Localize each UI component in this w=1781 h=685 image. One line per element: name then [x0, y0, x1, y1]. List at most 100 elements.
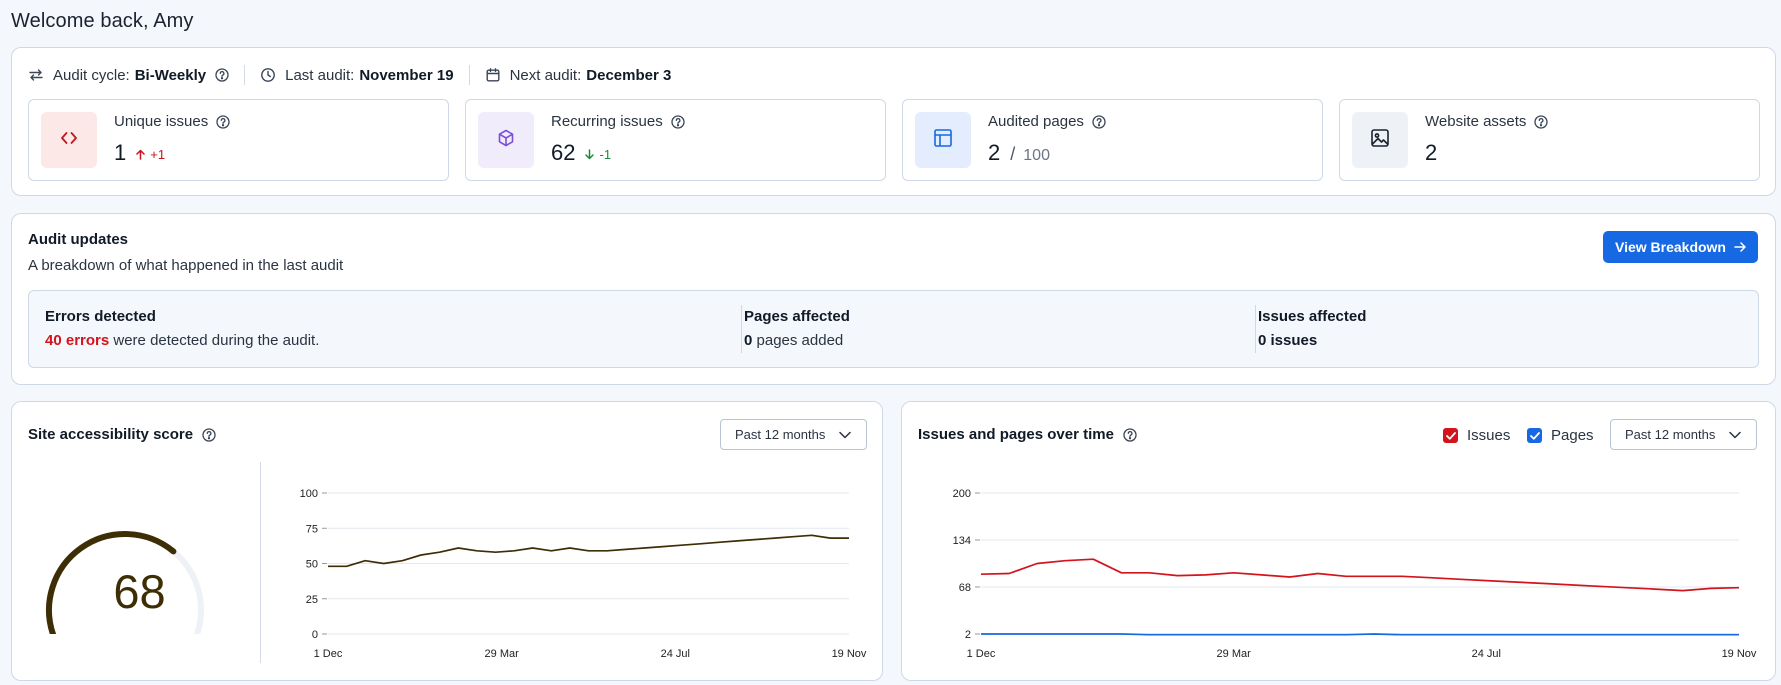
arrow-down-icon	[585, 149, 595, 160]
issues-line-chart: 2 68 134 200 1 Dec 29 Mar 24 Jul 19 Nov	[953, 488, 1757, 660]
stat-title: Website assets	[1425, 113, 1527, 130]
score-period-select[interactable]: Past 12 months	[720, 419, 867, 450]
y-tick-label: 200	[953, 488, 971, 500]
x-tick-label: 24 Jul	[1472, 648, 1501, 660]
y-tick-label: 2	[965, 629, 971, 641]
x-tick-label: 19 Nov	[832, 648, 867, 660]
help-icon[interactable]	[202, 427, 216, 442]
help-icon[interactable]	[1092, 114, 1106, 129]
help-icon[interactable]	[671, 114, 685, 129]
y-tick-label: 100	[300, 488, 318, 500]
pages-checkbox-label: Pages	[1551, 427, 1594, 444]
layout-icon	[932, 127, 954, 154]
help-icon[interactable]	[1123, 427, 1137, 442]
issues-period-select[interactable]: Past 12 months	[1610, 419, 1757, 450]
series-line-pages	[981, 633, 1739, 636]
y-tick-label: 0	[312, 629, 318, 641]
audit-updates-subtitle: A breakdown of what happened in the last…	[28, 257, 344, 274]
divider	[741, 305, 742, 353]
next-audit-value: December 3	[586, 66, 672, 84]
code-icon	[59, 128, 79, 153]
issues-affected-title: Issues affected	[1258, 308, 1367, 325]
last-audit-value: November 19	[359, 66, 454, 84]
divider	[244, 65, 246, 85]
calendar-icon	[485, 67, 501, 83]
pages-count: 0	[744, 332, 753, 349]
issues-pages-card: Issues and pages over time Issues Pages …	[901, 401, 1776, 681]
image-icon	[1369, 127, 1391, 154]
pages-text: pages added	[752, 332, 844, 349]
y-tick-label: 68	[959, 582, 971, 594]
audit-meta-bar: Audit cycle: Bi-Weekly Last audit: Novem…	[28, 65, 671, 85]
stat-card-audited-pages[interactable]: Audited pages 2 / 100	[902, 99, 1323, 181]
stat-delta-value: +1	[150, 147, 166, 162]
last-audit-label: Last audit:	[285, 66, 355, 84]
x-tick-label: 1 Dec	[967, 648, 996, 660]
cube-icon	[496, 128, 516, 153]
stat-icon-box	[41, 112, 97, 168]
welcome-heading: Welcome back, Amy	[11, 10, 194, 32]
audit-updates-card: Audit updates A breakdown of what happen…	[11, 213, 1776, 385]
errors-count: 40 errors	[45, 332, 110, 349]
check-icon	[1527, 428, 1542, 443]
score-period-value: Past 12 months	[735, 427, 826, 442]
stat-delta: -1	[585, 147, 611, 162]
x-tick-label: 29 Mar	[1217, 648, 1252, 660]
help-icon[interactable]	[1534, 114, 1549, 129]
pages-checkbox[interactable]: Pages	[1527, 427, 1594, 444]
stat-icon-box	[1352, 112, 1408, 168]
y-tick-label: 50	[306, 559, 318, 571]
clock-icon	[260, 67, 276, 83]
arrow-up-icon	[136, 149, 145, 160]
issues-period-value: Past 12 months	[1625, 427, 1716, 442]
divider	[1255, 305, 1256, 353]
stat-title: Audited pages	[988, 113, 1084, 130]
y-tick-label: 134	[953, 535, 971, 547]
arrow-right-icon	[1734, 242, 1746, 252]
stat-delta: +1	[136, 147, 165, 162]
stat-value: 1	[114, 140, 127, 165]
audit-updates-title: Audit updates	[28, 231, 128, 248]
errors-detected-title: Errors detected	[45, 308, 156, 325]
score-gauge	[46, 531, 204, 634]
pages-affected-title: Pages affected	[744, 308, 850, 325]
help-icon[interactable]	[215, 68, 229, 82]
chevron-down-icon	[1729, 431, 1741, 439]
stat-card-recurring-issues[interactable]: Recurring issues 62 -1	[465, 99, 886, 181]
series-line-issues	[980, 558, 1740, 592]
score-panel-title: Site accessibility score	[28, 426, 194, 443]
stat-card-unique-issues[interactable]: Unique issues 1 +1	[28, 99, 449, 181]
divider	[260, 462, 261, 663]
x-tick-label: 19 Nov	[1722, 648, 1757, 660]
stat-value: 62	[551, 140, 576, 165]
score-value: 68	[113, 565, 166, 618]
x-tick-label: 1 Dec	[314, 648, 343, 660]
audit-cycle-label: Audit cycle:	[53, 66, 130, 84]
audit-summary-card: Audit cycle: Bi-Weekly Last audit: Novem…	[11, 47, 1776, 196]
stat-total: 100	[1023, 147, 1050, 164]
stat-icon-box	[915, 112, 971, 168]
stat-title: Recurring issues	[551, 113, 663, 130]
repeat-icon	[28, 67, 44, 83]
stat-title: Unique issues	[114, 113, 209, 130]
stat-separator: /	[1010, 144, 1016, 164]
errors-text: were detected during the audit.	[109, 332, 320, 349]
gauge-fill	[46, 531, 177, 634]
issues-count: 0 issues	[1258, 332, 1318, 349]
help-icon[interactable]	[216, 114, 230, 129]
check-icon	[1443, 428, 1458, 443]
score-line-chart: 0 25 50 75 100 1 Dec 29 Mar 24 Jul 19 Nov	[300, 488, 867, 660]
y-tick-label: 25	[306, 594, 318, 606]
view-breakdown-label: View Breakdown	[1614, 239, 1726, 255]
stat-delta-value: -1	[599, 147, 612, 162]
chevron-down-icon	[839, 431, 851, 439]
next-audit-label: Next audit:	[509, 66, 582, 84]
audit-cycle-value: Bi-Weekly	[134, 66, 207, 84]
view-breakdown-button[interactable]: View Breakdown	[1603, 231, 1758, 263]
issues-checkbox-label: Issues	[1467, 427, 1511, 444]
issues-panel-title: Issues and pages over time	[918, 426, 1114, 443]
stat-card-website-assets[interactable]: Website assets 2	[1339, 99, 1760, 181]
x-tick-label: 24 Jul	[661, 648, 690, 660]
divider	[468, 65, 470, 85]
issues-checkbox[interactable]: Issues	[1443, 427, 1510, 444]
